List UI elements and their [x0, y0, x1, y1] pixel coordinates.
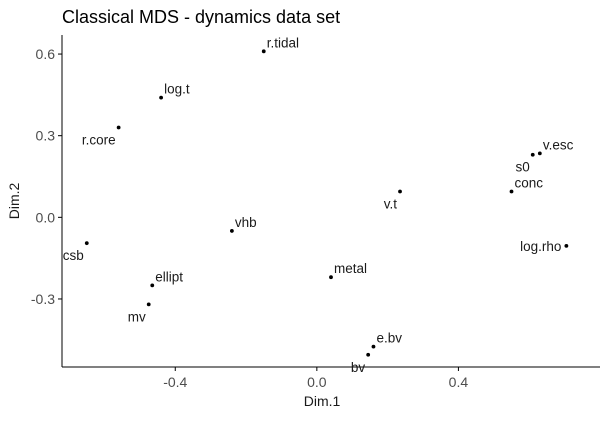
point-label-v-t: v.t [384, 196, 397, 211]
y-tick-label: -0.3 [31, 291, 55, 307]
point-label-r-core: r.core [82, 133, 116, 148]
data-point-conc [509, 189, 514, 194]
point-labels: r.tidal log.t r.core s0 v.esc conc v.t vhb csb lo… [63, 35, 574, 374]
data-point-vhb [229, 229, 234, 233]
y-tick-label: 0.3 [36, 128, 56, 144]
point-label-log-t: log.t [164, 82, 190, 97]
point-label-s0: s0 [515, 160, 529, 175]
y-tick-label: 0.0 [36, 209, 56, 225]
data-points [84, 49, 569, 357]
point-label-log-rho: log.rho [520, 239, 561, 254]
data-point-log-t [159, 95, 164, 100]
y-tick-label: 0.6 [36, 46, 56, 62]
data-point-e-bv [371, 344, 376, 349]
point-label-r-tidal: r.tidal [267, 35, 299, 50]
x-tick-label: 0.0 [307, 374, 327, 390]
point-label-conc: conc [515, 175, 544, 190]
data-point-ellipt [150, 283, 155, 288]
point-label-mv: mv [128, 309, 146, 324]
data-point-log-rho [564, 244, 569, 248]
x-axis-label: Dim.1 [304, 393, 341, 409]
data-point-metal [329, 275, 333, 280]
point-label-bv: bv [351, 360, 366, 375]
chart-title: Classical MDS - dynamics data set [62, 7, 340, 27]
axes [61, 35, 600, 368]
x-tick-label: 0.4 [449, 374, 469, 390]
data-point-mv [146, 302, 151, 307]
data-point-bv [366, 352, 371, 357]
axis-ticks: -0.4 0.0 0.4 0.6 0.3 0.0 -0.3 [31, 46, 468, 390]
data-point-v-esc [537, 151, 542, 156]
point-label-v-esc: v.esc [543, 137, 574, 152]
data-point-r-tidal [261, 49, 266, 54]
point-label-vhb: vhb [235, 215, 257, 230]
data-point-s0 [530, 152, 535, 157]
data-point-csb [84, 241, 89, 246]
point-label-metal: metal [334, 261, 367, 276]
x-tick-label: -0.4 [163, 374, 187, 390]
data-point-r-core [116, 125, 121, 130]
point-label-e-bv: e.bv [376, 331, 402, 346]
point-label-ellipt: ellipt [155, 269, 183, 284]
y-axis-label: Dim.2 [6, 183, 22, 220]
point-label-csb: csb [63, 248, 84, 263]
data-point-v-t [398, 189, 402, 194]
